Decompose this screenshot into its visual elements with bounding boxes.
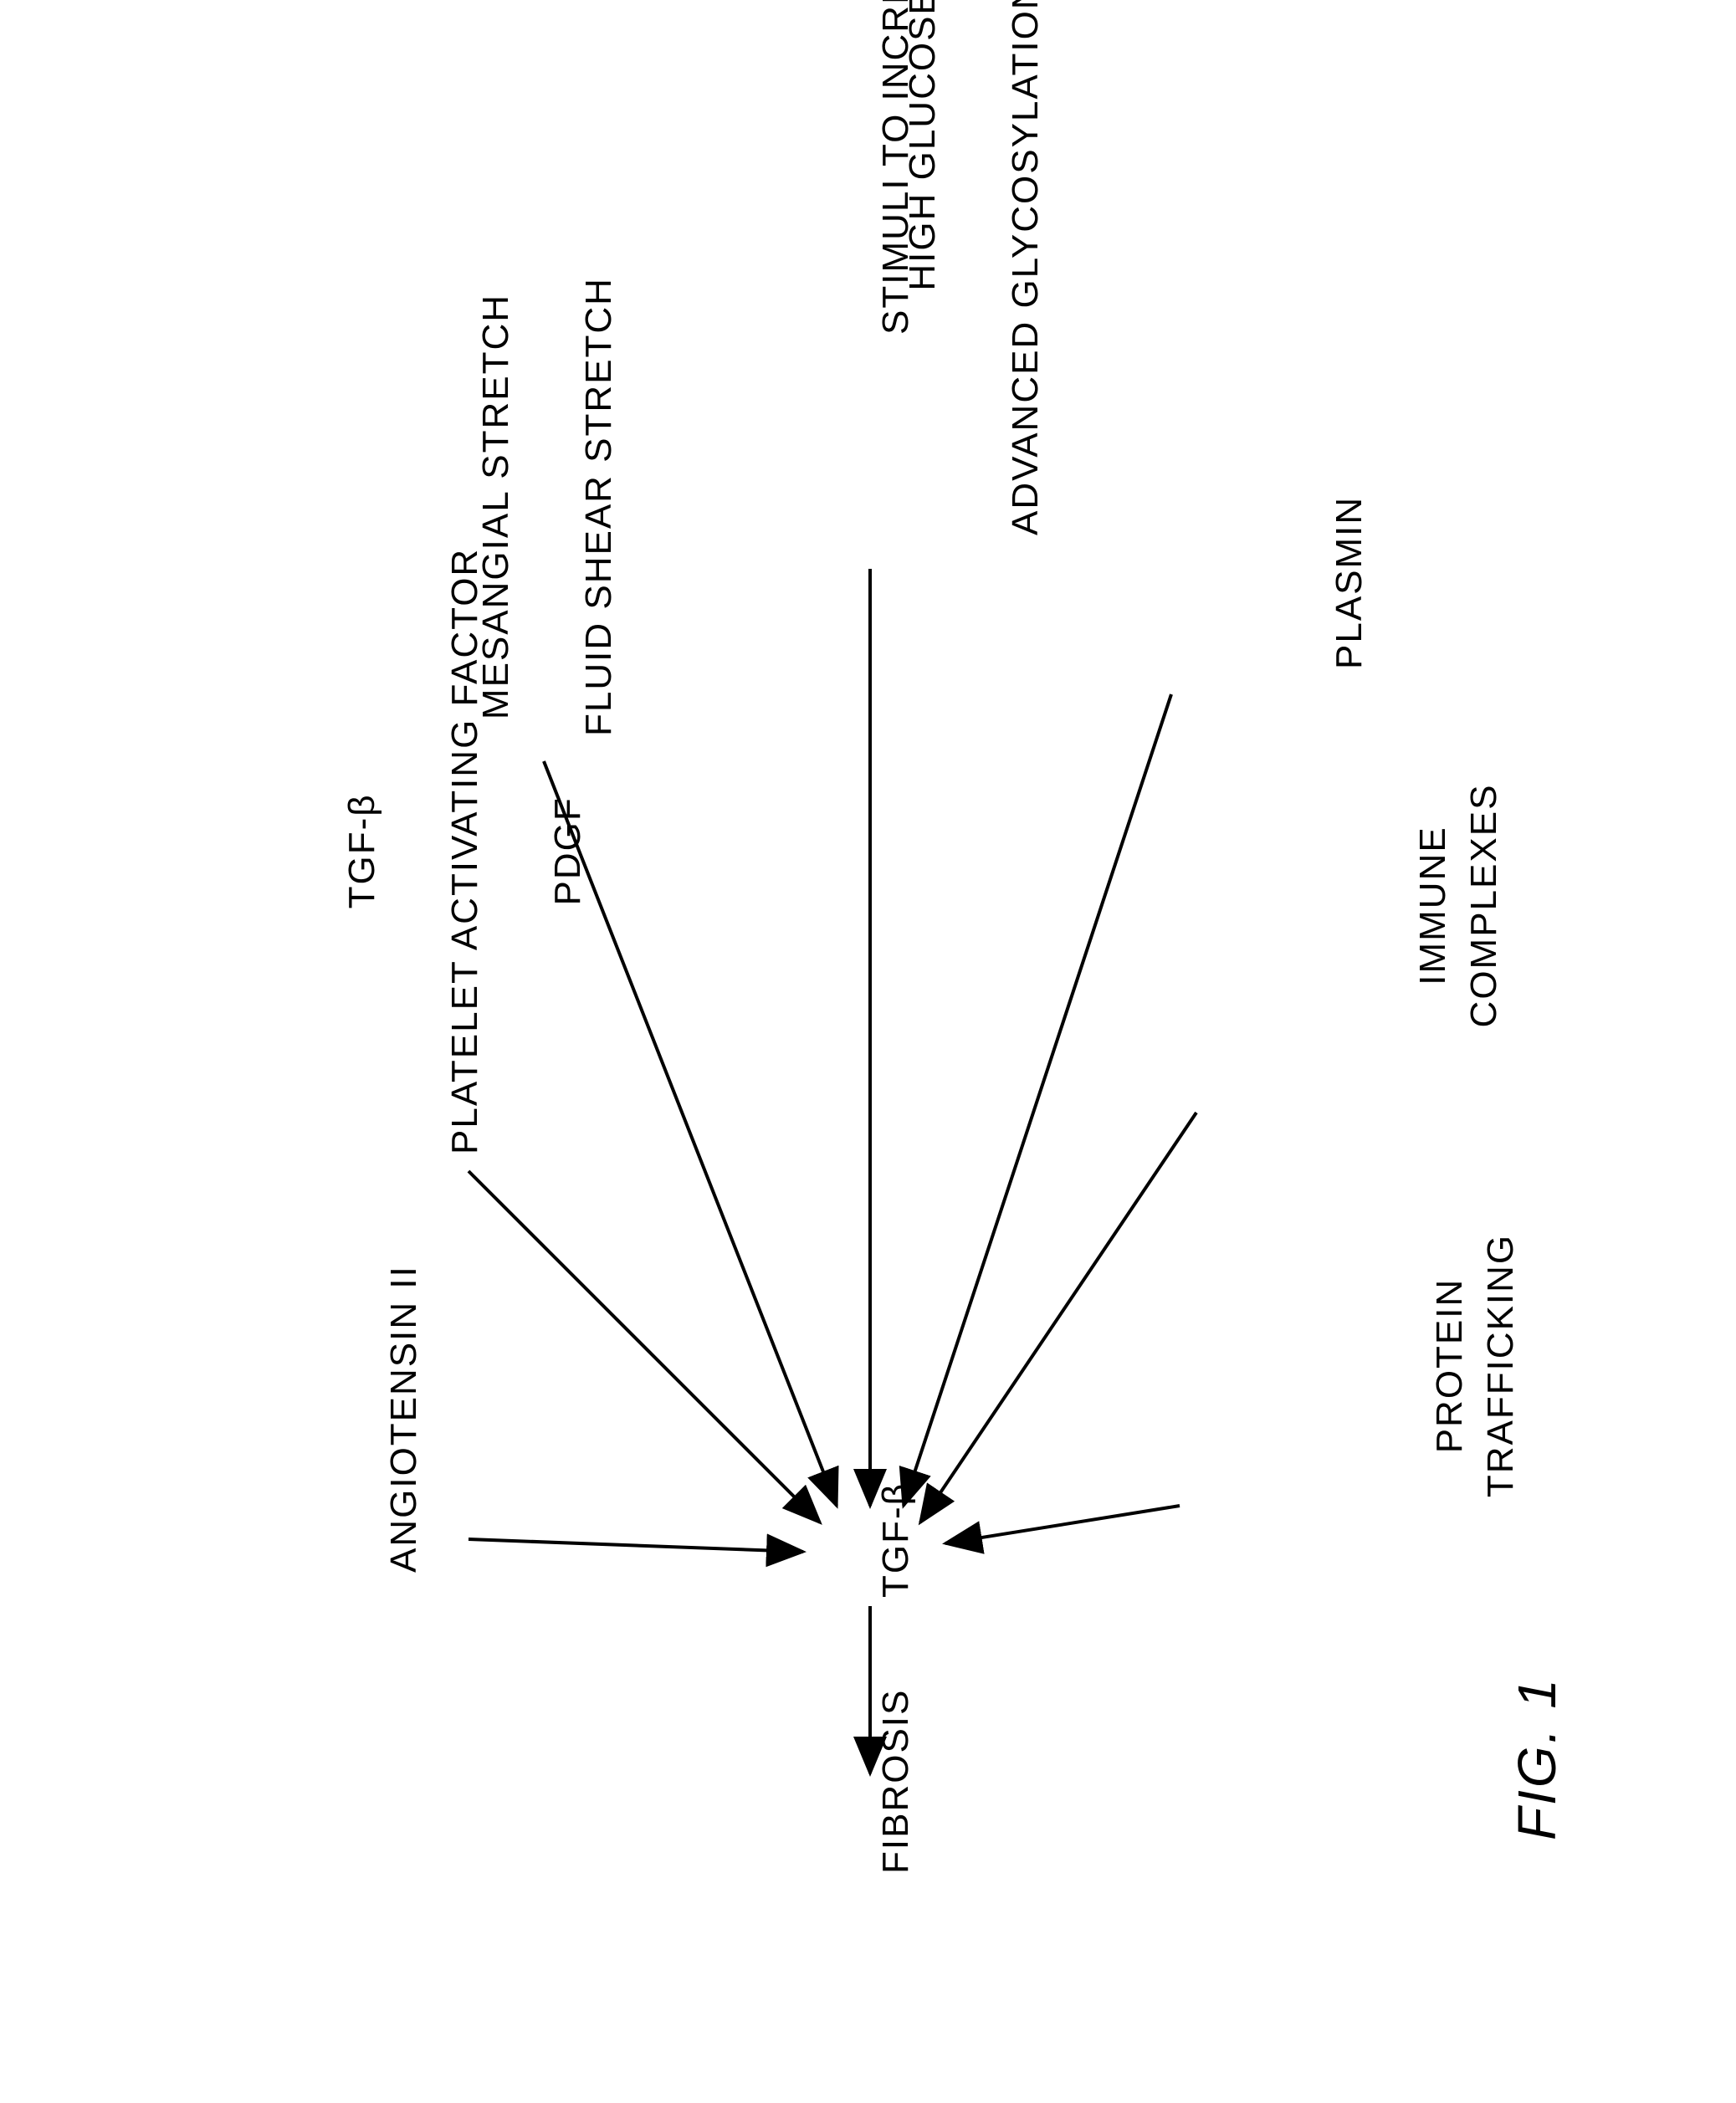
arrows-svg — [0, 0, 1736, 2103]
diagram-container: STIMULI TO INCREASED TGF-β MESANGIAL STR… — [0, 0, 1736, 2103]
